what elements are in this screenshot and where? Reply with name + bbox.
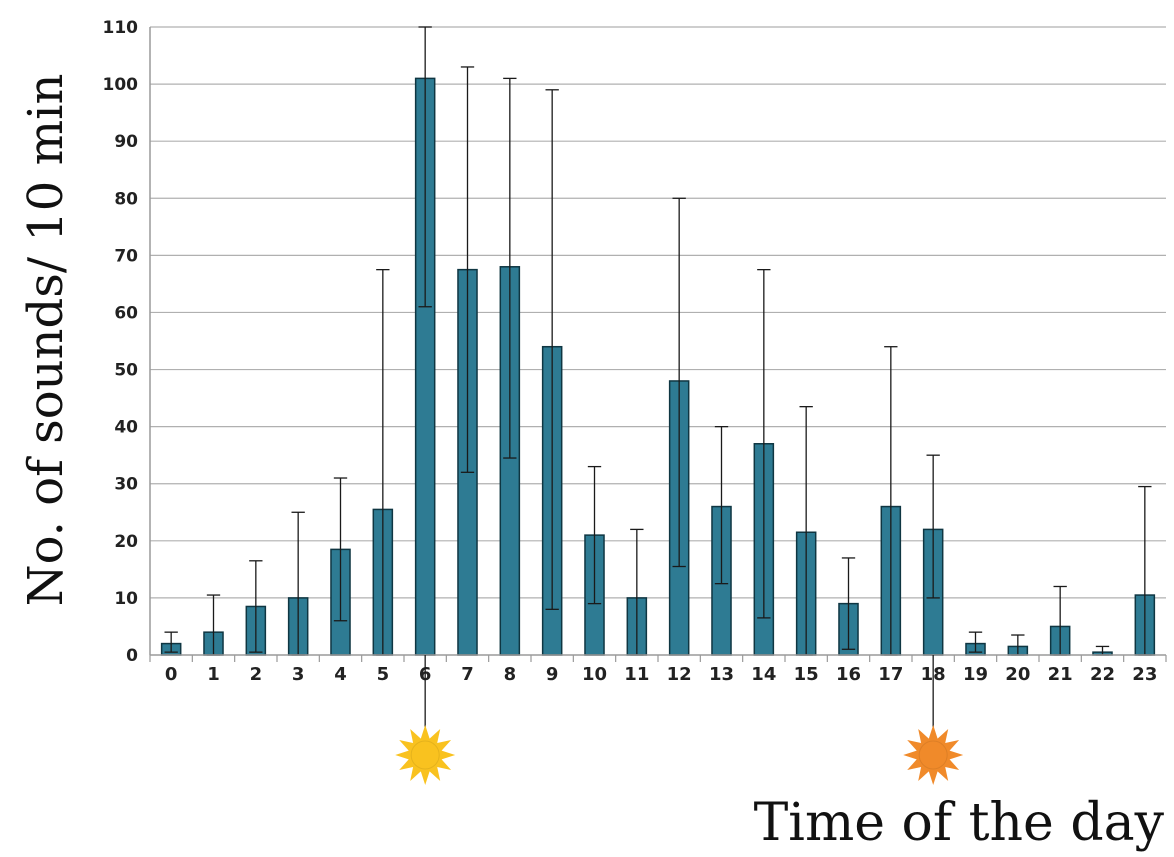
y-tick-label: 90	[114, 132, 138, 152]
x-tick-label: 2	[250, 664, 263, 685]
x-tick-label: 5	[377, 664, 390, 685]
y-tick-label: 80	[114, 189, 138, 209]
x-tick-label: 13	[709, 664, 734, 685]
x-tick-label: 8	[504, 664, 517, 685]
bars	[160, 77, 1156, 656]
sunrise-icon	[395, 655, 456, 785]
x-tick-label: 7	[461, 664, 474, 685]
y-tick-labels: 0 10 20 30 40 50 60 70 80 90 100 110	[103, 18, 139, 666]
x-tick-labels: 0 1 2 3 4 5 6 7 8 9 10 11 12 13 14 15 16 17 18 19 20 21 22 23	[165, 664, 1157, 685]
y-tick-label: 100	[103, 75, 139, 95]
x-tick-label: 0	[165, 664, 178, 685]
sunset-icon	[903, 655, 964, 785]
x-tick-label: 16	[836, 664, 861, 685]
y-tick-label: 50	[114, 361, 138, 381]
x-tick-label: 1	[207, 664, 220, 685]
x-tick-label: 3	[292, 664, 305, 685]
y-tick-label: 20	[114, 532, 138, 552]
x-tick-label: 11	[624, 664, 649, 685]
x-tick-label: 12	[667, 664, 692, 685]
x-tick-label: 19	[963, 664, 988, 685]
x-tick-label: 10	[582, 664, 607, 685]
x-tick-label: 17	[878, 664, 903, 685]
axes	[149, 27, 1167, 662]
y-tick-label: 30	[114, 475, 138, 495]
x-tick-label: 15	[794, 664, 819, 685]
x-axis-label: Time of the day	[754, 793, 1165, 853]
y-tick-label: 0	[126, 646, 138, 666]
gridlines	[150, 26, 1166, 599]
y-tick-label: 60	[114, 303, 138, 323]
x-tick-label: 14	[751, 664, 776, 685]
x-tick-label: 4	[334, 664, 347, 685]
x-tick-label: 20	[1005, 664, 1030, 685]
y-tick-label: 40	[114, 418, 138, 438]
day-markers	[395, 655, 964, 785]
x-tick-label: 21	[1048, 664, 1073, 685]
x-tick-label: 9	[546, 664, 559, 685]
error-bars	[164, 26, 1152, 656]
x-tick-label: 23	[1132, 664, 1157, 685]
x-tick-label: 22	[1090, 664, 1115, 685]
y-tick-label: 110	[103, 18, 139, 38]
y-tick-label: 10	[114, 589, 138, 609]
y-axis-label: No. of sounds/ 10 min	[18, 74, 74, 607]
y-tick-label: 70	[114, 246, 138, 266]
